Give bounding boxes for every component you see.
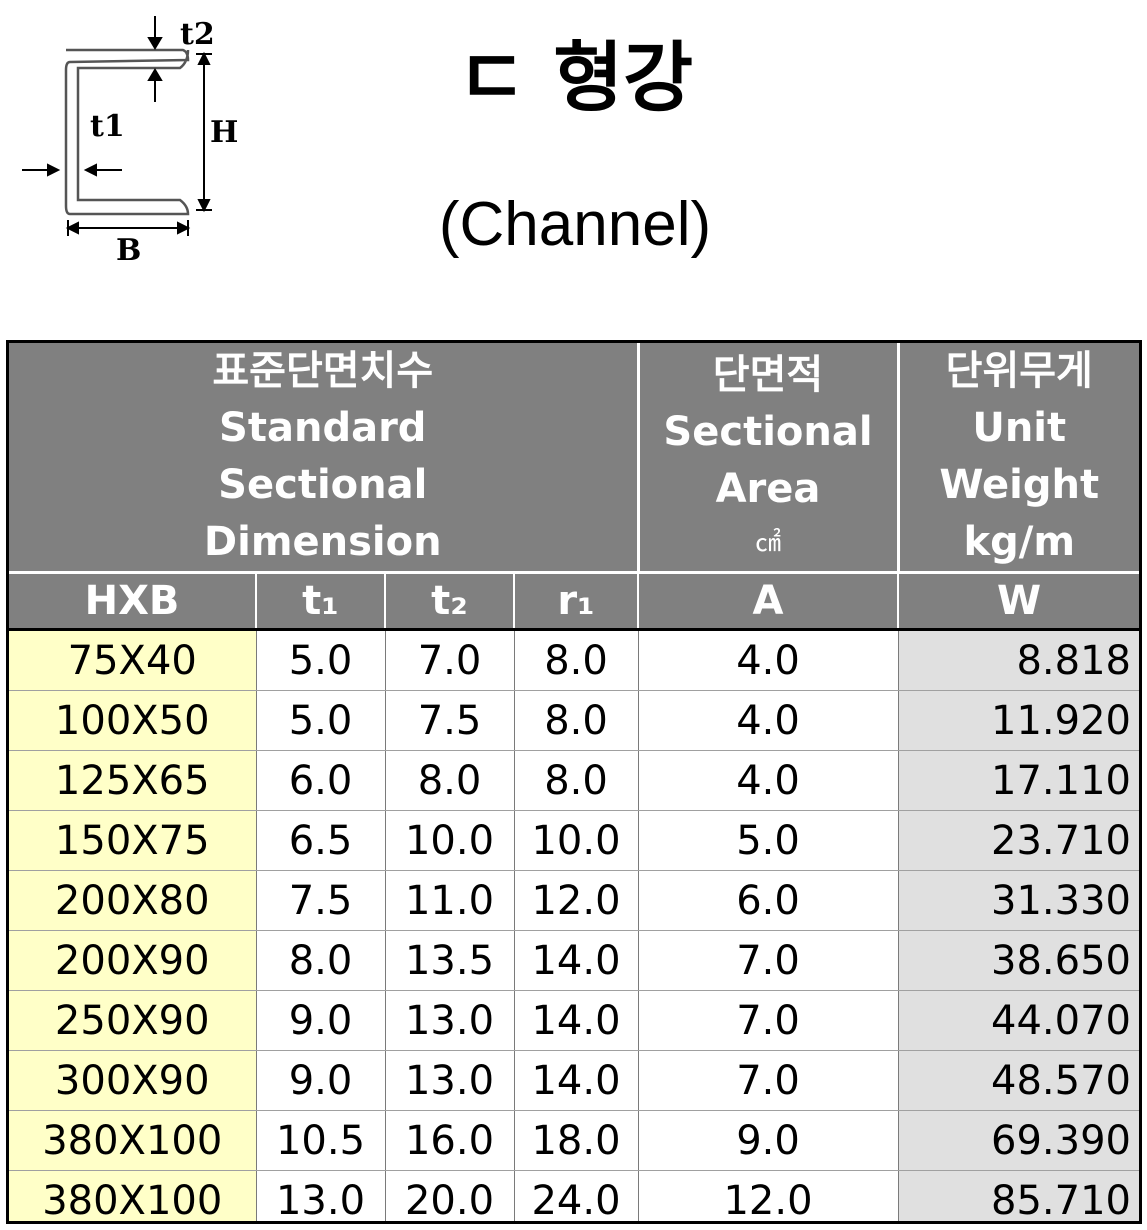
table-row: 200X80 7.5 11.0 12.0 6.0 31.330 bbox=[9, 870, 1139, 931]
cell-hxb: 150X75 bbox=[9, 810, 257, 871]
cell-area: 9.0 bbox=[638, 1110, 899, 1171]
cell-t2: 20.0 bbox=[385, 1170, 515, 1221]
table-row: 100X50 5.0 7.5 8.0 4.0 11.920 bbox=[9, 690, 1139, 751]
cell-hxb: 250X90 bbox=[9, 990, 257, 1051]
cell-t2: 11.0 bbox=[385, 870, 515, 931]
cell-r1: 14.0 bbox=[514, 1050, 639, 1111]
cell-weight: 69.390 bbox=[898, 1110, 1139, 1171]
channel-spec-table: 표준단면치수 Standard Sectional Dimension 단면적 … bbox=[9, 343, 1139, 1221]
table-row: 150X75 6.5 10.0 10.0 5.0 23.710 bbox=[9, 810, 1139, 871]
column-header-t2: t₂ bbox=[385, 571, 515, 631]
table-row: 200X90 8.0 13.5 14.0 7.0 38.650 bbox=[9, 930, 1139, 991]
t1-label: t1 bbox=[90, 109, 125, 144]
cell-t1: 5.0 bbox=[256, 629, 386, 691]
area-unit: ㎠ bbox=[754, 527, 781, 558]
header-unit-weight: 단위무게 Unit Weight kg/m bbox=[898, 343, 1139, 573]
cell-t1: 9.0 bbox=[256, 990, 386, 1051]
page-title-korean: ㄷ 형강 bbox=[456, 33, 694, 122]
b-label: B bbox=[116, 233, 141, 268]
cell-t1: 6.5 bbox=[256, 810, 386, 871]
cell-hxb: 200X80 bbox=[9, 870, 257, 931]
cell-t2: 7.0 bbox=[385, 629, 515, 691]
cell-weight: 23.710 bbox=[898, 810, 1139, 871]
cell-hxb: 300X90 bbox=[9, 1050, 257, 1111]
cell-t2: 13.5 bbox=[385, 930, 515, 991]
cell-t2: 13.0 bbox=[385, 990, 515, 1051]
cell-area: 6.0 bbox=[638, 870, 899, 931]
column-header-r1: r₁ bbox=[514, 571, 639, 631]
cell-area: 4.0 bbox=[638, 690, 899, 751]
cell-t2: 8.0 bbox=[385, 750, 515, 811]
header-sectional-area: 단면적 Sectional Area ㎠ bbox=[638, 343, 900, 573]
cell-weight: 48.570 bbox=[898, 1050, 1139, 1111]
page-title-english: (Channel) bbox=[438, 190, 712, 259]
cell-area: 12.0 bbox=[638, 1170, 899, 1221]
table-body: 75X40 5.0 7.0 8.0 4.0 8.818 100X50 5.0 7.5 8.0 4.0… bbox=[9, 629, 1139, 1221]
column-header-row: HXB t₁ t₂ r₁ A W bbox=[9, 571, 1139, 631]
table-row: 300X90 9.0 13.0 14.0 7.0 48.570 bbox=[9, 1050, 1139, 1111]
channel-spec-table-container: 표준단면치수 Standard Sectional Dimension 단면적 … bbox=[6, 340, 1142, 1224]
channel-section-diagram: t2 t1 H B bbox=[22, 16, 238, 268]
header-standard-sectional-dimension: 표준단면치수 Standard Sectional Dimension bbox=[9, 343, 640, 573]
cell-weight: 17.110 bbox=[898, 750, 1139, 811]
table-row: 75X40 5.0 7.0 8.0 4.0 8.818 bbox=[9, 629, 1139, 691]
column-header-a: A bbox=[638, 571, 899, 631]
cell-weight: 11.920 bbox=[898, 690, 1139, 751]
cell-area: 5.0 bbox=[638, 810, 899, 871]
cell-area: 7.0 bbox=[638, 1050, 899, 1111]
cell-r1: 14.0 bbox=[514, 930, 639, 991]
cell-t2: 10.0 bbox=[385, 810, 515, 871]
cell-r1: 8.0 bbox=[514, 690, 639, 751]
column-header-hxb: HXB bbox=[9, 571, 257, 631]
cell-t2: 13.0 bbox=[385, 1050, 515, 1111]
cell-r1: 8.0 bbox=[514, 750, 639, 811]
cell-t1: 5.0 bbox=[256, 690, 386, 751]
cell-r1: 8.0 bbox=[514, 629, 639, 691]
cell-t1: 7.5 bbox=[256, 870, 386, 931]
cell-r1: 14.0 bbox=[514, 990, 639, 1051]
cell-r1: 18.0 bbox=[514, 1110, 639, 1171]
cell-r1: 10.0 bbox=[514, 810, 639, 871]
cell-area: 7.0 bbox=[638, 990, 899, 1051]
table-row: 250X90 9.0 13.0 14.0 7.0 44.070 bbox=[9, 990, 1139, 1051]
cell-t1: 10.5 bbox=[256, 1110, 386, 1171]
cell-weight: 85.710 bbox=[898, 1170, 1139, 1221]
table-row: 125X65 6.0 8.0 8.0 4.0 17.110 bbox=[9, 750, 1139, 811]
cell-weight: 44.070 bbox=[898, 990, 1139, 1051]
cell-hxb: 75X40 bbox=[9, 629, 257, 691]
cell-t1: 8.0 bbox=[256, 930, 386, 991]
h-label: H bbox=[210, 115, 238, 150]
cell-area: 4.0 bbox=[638, 750, 899, 811]
cell-hxb: 125X65 bbox=[9, 750, 257, 811]
cell-t1: 9.0 bbox=[256, 1050, 386, 1111]
cell-hxb: 100X50 bbox=[9, 690, 257, 751]
cell-weight: 38.650 bbox=[898, 930, 1139, 991]
column-header-t1: t₁ bbox=[256, 571, 386, 631]
cell-weight: 8.818 bbox=[898, 629, 1139, 691]
cell-weight: 31.330 bbox=[898, 870, 1139, 931]
cell-t2: 16.0 bbox=[385, 1110, 515, 1171]
cell-area: 4.0 bbox=[638, 629, 899, 691]
table-row: 380X100 10.5 16.0 18.0 9.0 69.390 bbox=[9, 1110, 1139, 1171]
cell-hxb: 380X100 bbox=[9, 1110, 257, 1171]
t2-label: t2 bbox=[180, 17, 215, 52]
cell-hxb: 200X90 bbox=[9, 930, 257, 991]
cell-r1: 12.0 bbox=[514, 870, 639, 931]
column-header-w: W bbox=[898, 571, 1139, 631]
cell-r1: 24.0 bbox=[514, 1170, 639, 1221]
table-row: 380X100 13.0 20.0 24.0 12.0 85.710 bbox=[9, 1170, 1139, 1221]
cell-area: 7.0 bbox=[638, 930, 899, 991]
cell-hxb: 380X100 bbox=[9, 1170, 257, 1221]
group-header-row: 표준단면치수 Standard Sectional Dimension 단면적 … bbox=[9, 343, 1139, 573]
cell-t1: 13.0 bbox=[256, 1170, 386, 1221]
cell-t1: 6.0 bbox=[256, 750, 386, 811]
cell-t2: 7.5 bbox=[385, 690, 515, 751]
